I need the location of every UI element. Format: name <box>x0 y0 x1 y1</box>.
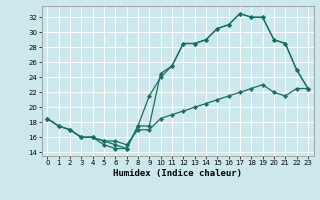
X-axis label: Humidex (Indice chaleur): Humidex (Indice chaleur) <box>113 169 242 178</box>
